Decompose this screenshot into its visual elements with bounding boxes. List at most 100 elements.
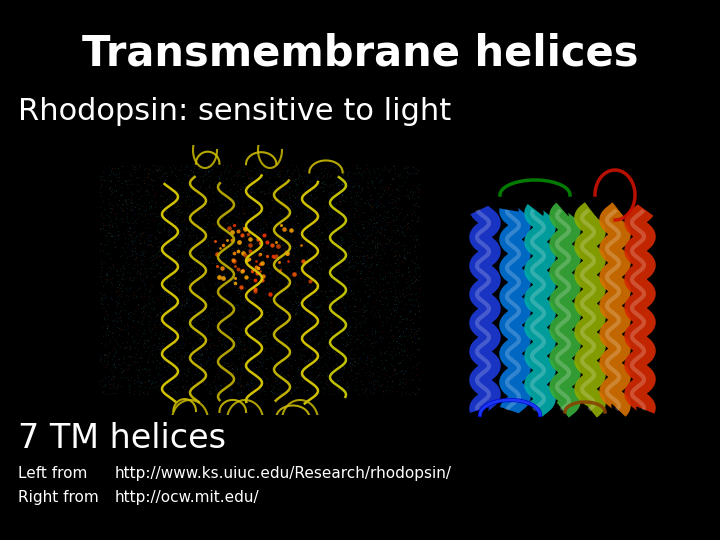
- Point: [381, 279, 392, 287]
- Point: [326, 244, 338, 252]
- Point: [318, 388, 329, 397]
- Point: [210, 372, 222, 381]
- Point: [129, 165, 140, 174]
- Point: [107, 317, 119, 326]
- Point: [366, 222, 378, 231]
- Point: [166, 281, 177, 290]
- Point: [341, 329, 353, 338]
- Point: [205, 199, 217, 207]
- Point: [364, 372, 376, 380]
- Point: [343, 332, 354, 340]
- Point: [197, 350, 208, 359]
- Point: [258, 190, 270, 198]
- Point: [157, 171, 168, 179]
- Point: [158, 339, 170, 347]
- Point: [380, 302, 392, 311]
- Point: [174, 293, 186, 301]
- Point: [384, 268, 396, 277]
- Point: [193, 315, 204, 324]
- Point: [169, 247, 181, 255]
- Point: [174, 388, 185, 396]
- Point: [272, 352, 284, 361]
- Point: [141, 191, 153, 199]
- Point: [217, 253, 229, 261]
- Point: [360, 280, 372, 289]
- Point: [359, 317, 371, 326]
- Point: [321, 318, 333, 327]
- Point: [357, 254, 369, 263]
- Point: [238, 209, 250, 218]
- Point: [261, 170, 272, 179]
- Point: [134, 366, 145, 375]
- Point: [266, 196, 278, 205]
- Point: [281, 349, 292, 358]
- Point: [199, 301, 210, 310]
- Point: [143, 371, 155, 380]
- Point: [374, 211, 386, 219]
- Point: [132, 267, 144, 276]
- Point: [386, 326, 397, 335]
- Point: [325, 286, 336, 294]
- Point: [302, 387, 313, 395]
- Point: [305, 248, 317, 256]
- Point: [257, 333, 269, 341]
- Point: [358, 224, 369, 232]
- Point: [201, 175, 212, 184]
- Point: [170, 232, 181, 241]
- Point: [212, 285, 223, 293]
- Point: [395, 172, 406, 180]
- Point: [135, 239, 146, 248]
- Point: [345, 242, 356, 251]
- Point: [312, 234, 323, 243]
- Point: [282, 278, 293, 287]
- Point: [107, 329, 118, 338]
- Point: [142, 336, 153, 345]
- Point: [390, 248, 401, 256]
- Point: [256, 259, 268, 267]
- Point: [206, 233, 217, 242]
- Point: [112, 208, 123, 217]
- Point: [377, 390, 389, 399]
- Point: [185, 309, 197, 318]
- Point: [288, 280, 300, 289]
- Point: [226, 251, 238, 260]
- Point: [154, 251, 166, 260]
- Point: [116, 274, 127, 283]
- Point: [234, 380, 246, 388]
- Point: [330, 348, 341, 356]
- Point: [115, 373, 127, 382]
- Point: [343, 332, 354, 340]
- Point: [122, 210, 133, 218]
- Point: [354, 253, 365, 261]
- Point: [356, 337, 368, 346]
- Point: [388, 367, 400, 376]
- Point: [307, 268, 318, 276]
- Point: [114, 232, 125, 240]
- Point: [189, 297, 201, 306]
- Point: [125, 285, 136, 293]
- Point: [361, 161, 373, 170]
- Point: [408, 369, 419, 377]
- Point: [300, 299, 311, 308]
- Point: [247, 310, 258, 319]
- Point: [341, 273, 353, 281]
- Point: [314, 180, 325, 188]
- Point: [198, 315, 210, 324]
- Point: [294, 172, 305, 181]
- Point: [217, 185, 229, 193]
- Point: [310, 245, 322, 254]
- Point: [94, 273, 106, 281]
- Point: [250, 324, 261, 333]
- Point: [261, 339, 272, 347]
- Point: [400, 192, 411, 200]
- Point: [374, 288, 386, 297]
- Point: [123, 352, 135, 361]
- Point: [204, 330, 215, 339]
- Point: [292, 174, 304, 183]
- Point: [158, 331, 169, 340]
- Point: [106, 217, 117, 225]
- Point: [345, 360, 356, 368]
- Point: [351, 267, 363, 276]
- Point: [205, 389, 217, 398]
- Point: [320, 192, 332, 200]
